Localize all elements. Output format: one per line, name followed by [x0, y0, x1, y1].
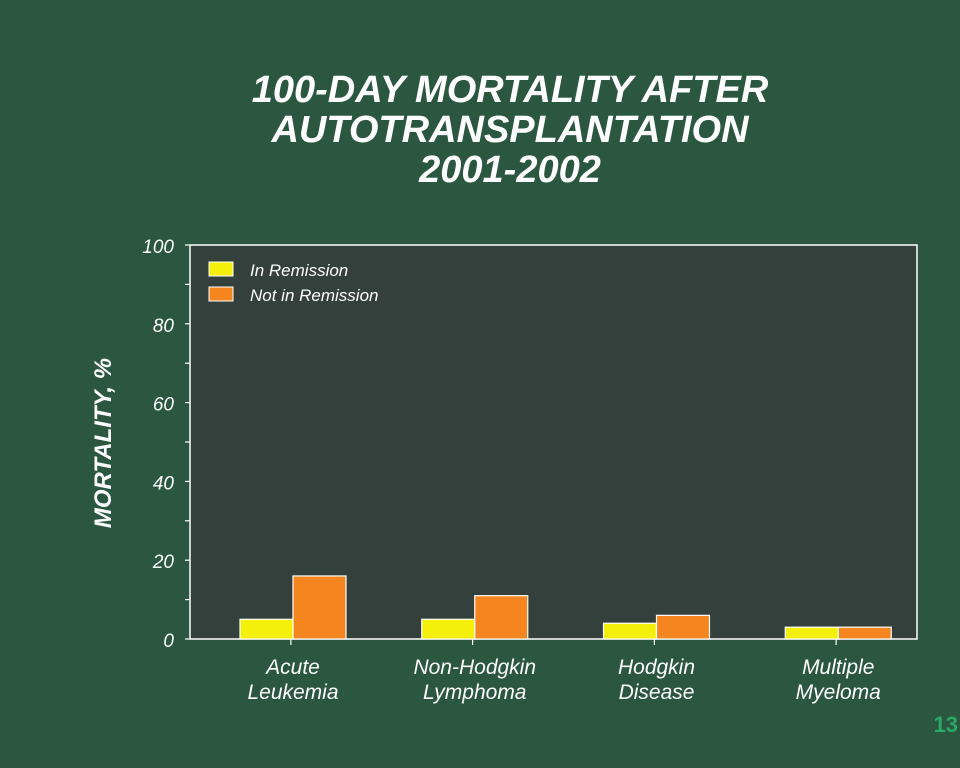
legend-swatch: [208, 286, 234, 302]
bar: [784, 626, 839, 640]
y-tick-label: 100: [142, 237, 174, 258]
bar: [602, 622, 658, 640]
bar: [292, 575, 347, 640]
legend-label: In Remission: [250, 261, 348, 280]
bar: [421, 618, 476, 640]
x-tick-label: Multiple: [802, 656, 874, 679]
x-tick-label: Hodgkin: [618, 656, 695, 679]
x-tick-label: Leukemia: [247, 681, 338, 704]
x-tick-label: Acute: [264, 656, 320, 679]
y-tick-label: 80: [153, 316, 175, 337]
legend-label: Not in Remission: [250, 286, 379, 305]
legend-swatch: [208, 261, 234, 277]
bar: [239, 618, 294, 640]
bar: [837, 626, 892, 640]
bar: [655, 614, 711, 640]
page-number: 13: [933, 712, 958, 737]
y-tick-label: 40: [153, 473, 175, 494]
y-tick-label: 20: [152, 552, 175, 573]
plot-area: [189, 244, 918, 640]
x-tick-label: Lymphoma: [423, 681, 527, 704]
x-tick-label: Disease: [619, 681, 695, 704]
title-line-1: 100-DAY MORTALITY AFTER: [251, 69, 769, 111]
bar: [474, 595, 529, 640]
title-line-3: 2001-2002: [419, 149, 601, 191]
x-tick-label: Non-Hodgkin: [413, 656, 536, 679]
title-line-2: AUTOTRANSPLANTATION: [271, 109, 749, 151]
y-tick-label: 0: [163, 631, 174, 652]
x-tick-label: Myeloma: [796, 681, 881, 704]
slide-title: 100-DAY MORTALITY AFTER AUTOTRANSPLANTAT…: [150, 70, 870, 190]
y-tick-label: 60: [153, 395, 175, 416]
